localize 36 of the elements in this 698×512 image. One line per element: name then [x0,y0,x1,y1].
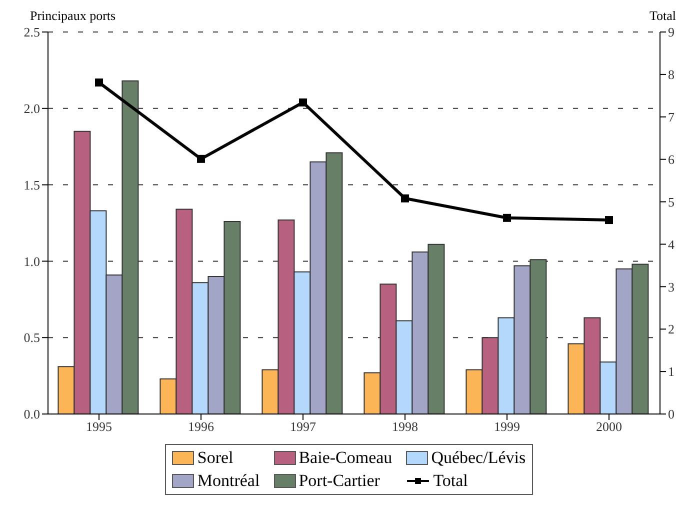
legend-label: Montréal [197,471,260,491]
y2-tick-label: 2 [668,322,674,337]
point [605,216,613,224]
y2-tick-label: 8 [668,67,674,82]
y2-tick-label: 1 [668,364,674,380]
y-tick-label: 1.0 [24,254,40,269]
legend-label: Sorel [197,448,234,468]
x-tick-label: 1997 [290,419,316,434]
legend-label: Baie-Comeau [298,448,392,468]
x-tick-label: 1995 [86,419,112,434]
y-tick-label: 1.5 [24,177,40,192]
point [197,154,205,163]
point [401,194,409,202]
y-tick-label: 0.0 [24,406,40,422]
x-tick-label: 1996 [188,419,214,434]
y2-tick-label: 7 [668,110,675,125]
point [95,78,103,87]
y-axis-title: Principaux ports [30,8,116,24]
y-tick-label: 2.0 [24,101,40,116]
y2-tick-label: 6 [668,152,675,167]
point [299,98,307,106]
y-tick-label: 0.5 [24,330,40,346]
y2-tick-label: 0 [668,406,674,422]
y2-tick-label: 9 [668,24,674,40]
point [503,214,511,222]
x-tick-label: 1998 [392,419,418,434]
x-tick-label: 2000 [596,419,622,434]
y-tick-label: 2.5 [24,24,40,40]
y2-tick-label: 4 [668,236,675,252]
y2-axis-title: Total [649,8,676,24]
legend-label: Total [433,471,468,491]
legend-label: Port-Cartier [298,471,380,491]
y2-tick-label: 5 [668,194,674,210]
legend-label: Québec/Lévis [431,448,526,468]
y2-tick-label: 3 [668,279,674,294]
x-tick-label: 1999 [494,419,520,434]
